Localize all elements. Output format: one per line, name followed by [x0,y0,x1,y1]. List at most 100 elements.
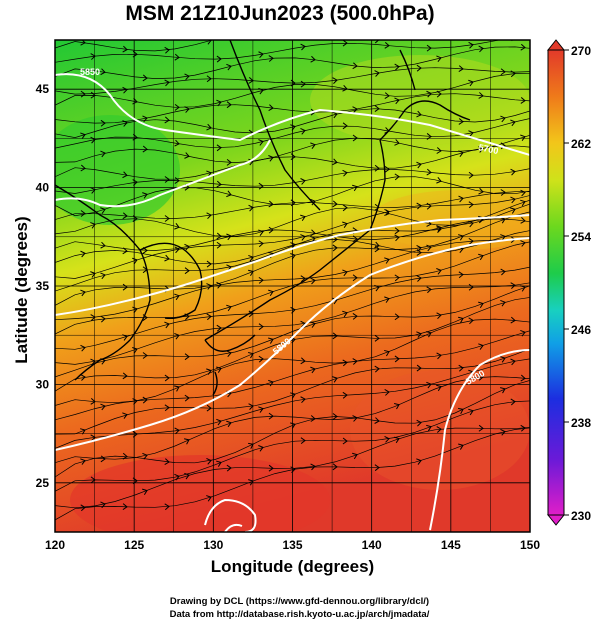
streamline-arrow [122,45,128,53]
streamline-arrow [216,324,222,332]
streamline-arrow [184,106,190,113]
streamline-arrow [174,293,180,301]
streamline-arrow [226,63,232,71]
streamline-arrow [478,424,484,432]
streamline-arrow [352,62,358,70]
colorbar-tick-label: 270 [571,44,591,58]
streamline [55,118,530,149]
streamline-arrow [520,374,526,382]
streamline-arrow [310,463,316,471]
streamline-arrow [478,45,484,53]
streamline-arrow [300,127,306,135]
streamline-arrow [332,158,338,166]
streamline-arrow [268,337,274,344]
streamline-arrow [458,150,464,157]
streamline-arrow [342,40,348,47]
streamline-arrow [300,357,306,365]
streamline-arrow [426,168,432,176]
streamline-arrow [352,312,358,320]
streamline-arrow [342,169,348,177]
streamline-arrow [468,237,474,245]
streamline-arrow [290,253,296,260]
streamline-arrow [342,221,348,228]
streamline-arrow [384,296,390,303]
streamline-arrow [80,428,86,435]
streamline-arrow [394,63,400,71]
streamline-arrow [164,458,170,465]
colorbar-bottom-arrow [546,514,566,526]
streamline-arrow [174,177,180,184]
streamline-arrow [384,349,390,357]
streamline-arrow [384,165,390,173]
streamline [55,426,530,509]
streamline-arrow [258,182,264,190]
streamline-arrow [501,15,505,21]
streamline-arrow [100,315,106,323]
streamline-arrow [333,34,338,41]
streamline-arrow [332,111,338,119]
streamline-arrow [142,74,148,82]
streamline [55,282,530,365]
credit-data: Data from http://database.rish.kyoto-u.a… [169,609,430,620]
longitude-ticks: 120 125 130 135 140 145 150 [45,538,540,552]
wind-streamlines [55,15,530,521]
streamline-arrow [500,428,506,436]
y-axis-label: Latitude (degrees) [12,216,31,364]
streamline-arrow [384,41,390,49]
lat-tick-label: 25 [36,476,50,490]
streamline-arrow [206,495,212,502]
streamline-arrow [300,178,306,185]
streamline-arrow [394,227,400,235]
streamline-arrow [500,217,506,224]
streamline [55,40,502,63]
streamline-arrow [374,334,380,342]
streamline-arrow [342,269,348,277]
streamline-arrow [500,387,506,394]
streamline-arrow [300,80,306,88]
streamline-arrow [80,90,86,98]
streamline-arrow [374,417,380,424]
streamline-arrow [468,283,474,291]
streamline-arrow [206,212,212,220]
colorbar-tick-label: 254 [571,230,591,244]
streamline-arrow [374,70,380,77]
streamline-arrow [258,406,264,413]
streamline-arrow [184,267,190,275]
streamline-arrow [300,234,306,241]
streamline [55,134,530,163]
streamline-arrow [206,260,212,268]
streamline-arrow [520,329,526,337]
streamline [55,176,530,217]
streamline-arrow [459,19,464,26]
streamline-arrow [458,118,464,125]
streamline-arrow [436,55,442,63]
streamline-arrow [206,313,212,321]
streamline-arrow [458,234,464,241]
streamline-arrow [310,366,316,374]
colorbar-bar [547,49,565,516]
streamline-arrow [500,189,506,196]
streamline-arrow [258,229,264,236]
streamline-arrow [122,503,128,511]
streamline-arrow [332,463,338,471]
streamline-arrow [216,460,222,467]
streamline-arrow [520,199,526,207]
streamline-arrow [436,226,442,234]
credit-drawing: Drawing by DCL (https://www.gfd-dennou.o… [169,596,430,607]
streamline-arrow [100,207,106,214]
streamline-arrow [206,170,212,178]
streamline-arrow [100,272,106,280]
streamline-arrow [342,310,348,318]
streamline-arrow [100,241,106,249]
streamline-arrow [100,150,106,158]
lat-tick-label: 35 [36,279,50,293]
streamline-arrow [142,488,148,496]
streamline-arrow [436,352,442,360]
streamline-arrow [300,396,306,404]
streamline-arrow [394,97,400,105]
streamline-arrow [164,404,170,412]
streamline-arrow [90,53,96,60]
streamline-arrow [268,104,274,112]
streamline-arrow [300,320,306,328]
streamline [55,218,530,251]
